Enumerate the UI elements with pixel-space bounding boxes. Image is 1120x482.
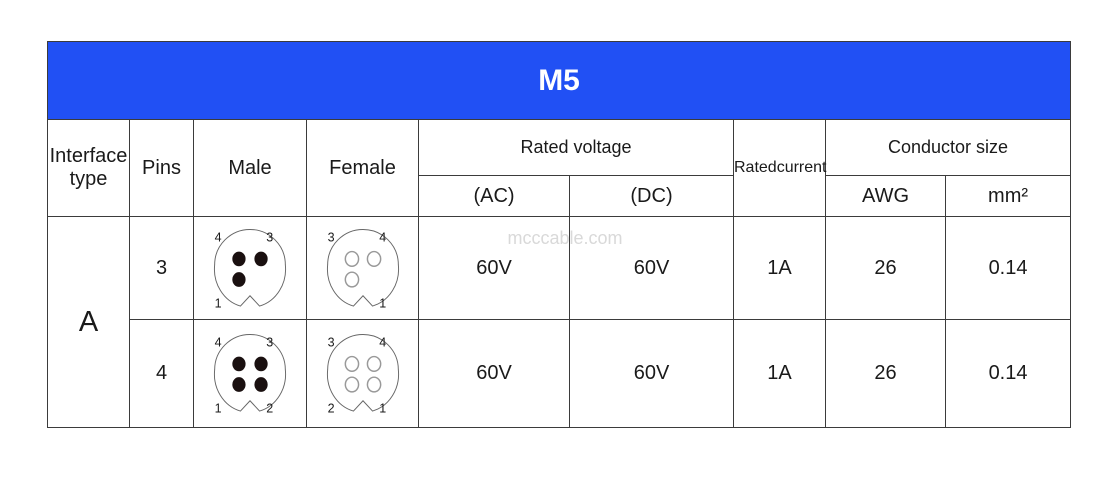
- svg-text:4: 4: [215, 335, 222, 349]
- svg-text:1: 1: [215, 402, 222, 414]
- svg-text:2: 2: [327, 402, 334, 414]
- svg-text:4: 4: [379, 230, 386, 244]
- svg-text:1: 1: [215, 296, 222, 308]
- svg-text:1: 1: [379, 296, 386, 308]
- svg-text:1: 1: [379, 402, 386, 414]
- svg-text:4: 4: [215, 230, 222, 244]
- svg-text:3: 3: [327, 230, 334, 244]
- svg-text:2: 2: [266, 402, 273, 414]
- svg-text:3: 3: [266, 230, 273, 244]
- svg-text:3: 3: [327, 335, 334, 349]
- svg-text:4: 4: [379, 335, 386, 349]
- svg-text:3: 3: [266, 335, 273, 349]
